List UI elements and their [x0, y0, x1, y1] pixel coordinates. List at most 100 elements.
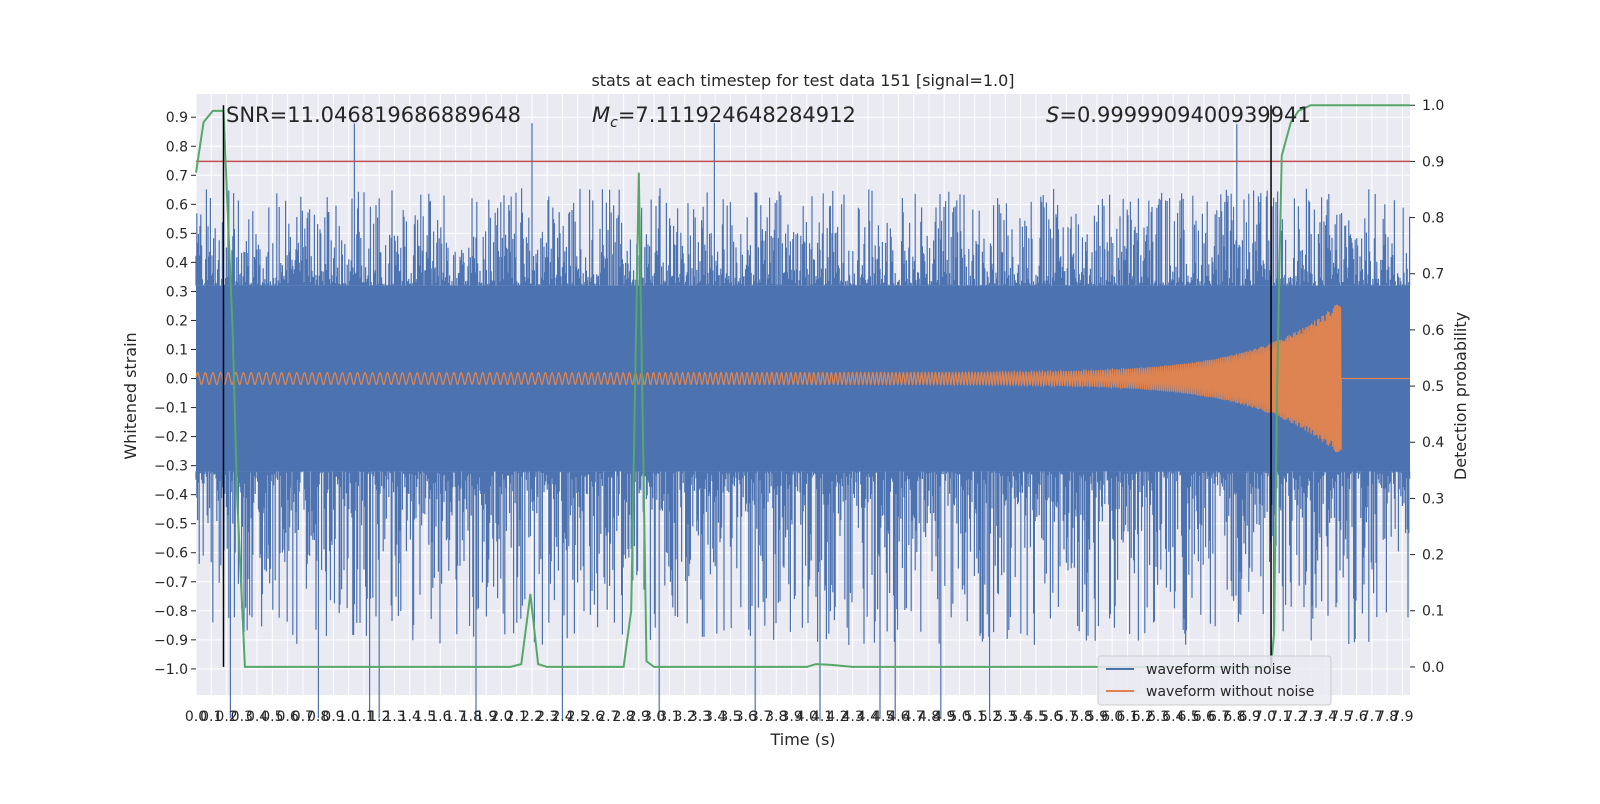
x-tick-label: 4.5	[872, 709, 894, 725]
x-tick-label: 4.8	[918, 709, 940, 725]
x-tick-label: 6.9	[1239, 709, 1261, 725]
y-tick-label: −0.9	[154, 633, 188, 649]
x-tick-label: 4.4	[857, 709, 879, 725]
x-tick-label: 5.6	[1040, 709, 1062, 725]
x-tick-label: 3.9	[780, 709, 802, 725]
x-tick-label: 4.2	[826, 709, 848, 725]
chart-title: stats at each timestep for test data 151…	[591, 71, 1014, 90]
x-tick-label: 3.7	[750, 709, 772, 725]
score-symbol: S	[1046, 103, 1059, 127]
x-tick-label: 1.0	[338, 709, 360, 725]
x-tick-label: 2.9	[628, 709, 650, 725]
x-tick-label: 0.8	[307, 709, 329, 725]
x-tick-label: 0.0	[185, 709, 207, 725]
x-tick-label: 2.2	[521, 709, 543, 725]
y2-tick-label: 0.6	[1422, 323, 1444, 339]
y2-tick-label: 0.4	[1422, 435, 1444, 451]
y-tick-label: −0.5	[154, 517, 188, 533]
x-tick-label: 3.8	[765, 709, 787, 725]
x-tick-label: 3.0	[643, 709, 665, 725]
x-tick-label: 5.4	[1009, 709, 1031, 725]
y-tick-label: 0.6	[166, 197, 188, 213]
x-tick-label: 7.4	[1315, 709, 1337, 725]
x-tick-label: 1.6	[429, 709, 451, 725]
x-tick-label: 3.4	[704, 709, 726, 725]
x-tick-label: 2.3	[536, 709, 558, 725]
y2-axis-label: Detection probability	[1451, 312, 1470, 480]
x-tick-label: 4.1	[811, 709, 833, 725]
y-axis-label: Whitened strain	[121, 332, 140, 459]
x-tick-label: 5.9	[1086, 709, 1108, 725]
x-tick-label: 7.5	[1330, 709, 1352, 725]
x-tick-label: 4.3	[841, 709, 863, 725]
y2-tick-label: 0.1	[1422, 604, 1444, 620]
y-tick-label: 0.4	[166, 255, 188, 271]
x-tick-label: 1.1	[353, 709, 375, 725]
x-tick-label: 3.1	[658, 709, 680, 725]
x-tick-label: 5.8	[1071, 709, 1093, 725]
x-tick-label: 6.6	[1193, 709, 1215, 725]
score-annotation: S=0.9999909400939941	[1046, 103, 1311, 127]
chirp-mass-annotation: Mc=7.111924648284912	[592, 103, 856, 131]
x-tick-label: 7.8	[1376, 709, 1398, 725]
x-tick-label: 5.3	[994, 709, 1016, 725]
x-tick-label: 7.7	[1361, 709, 1383, 725]
chirp-mass-subscript: c	[610, 115, 618, 131]
chirp-mass-symbol: M	[592, 103, 610, 127]
x-axis-label: Time (s)	[769, 730, 835, 749]
x-tick-label: 5.0	[948, 709, 970, 725]
y-tick-label: −0.6	[154, 546, 188, 562]
x-tick-label: 7.2	[1284, 709, 1306, 725]
x-tick-label: 1.5	[414, 709, 436, 725]
y-tick-label: −0.4	[154, 488, 188, 504]
x-tick-label: 1.8	[460, 709, 482, 725]
y2-tick-label: 0.8	[1422, 211, 1444, 227]
y-tick-label: 0.3	[166, 284, 188, 300]
x-tick-label: 0.4	[246, 709, 268, 725]
x-tick-label: 5.5	[1025, 709, 1047, 725]
y2-tick-label: 0.0	[1422, 660, 1444, 676]
legend: waveform with noise waveform without noi…	[1097, 655, 1332, 706]
x-tick-label: 3.6	[735, 709, 757, 725]
y-tick-label: −1.0	[154, 662, 188, 678]
legend-box	[1097, 655, 1332, 706]
y-tick-label: 0.7	[166, 168, 188, 184]
x-tick-label: 0.1	[200, 709, 222, 725]
tick-layer: 0.00.10.20.30.40.50.60.70.80.91.01.11.21…	[154, 98, 1444, 725]
x-tick-label: 6.2	[1132, 709, 1154, 725]
y-tick-label: 0.5	[166, 226, 188, 242]
y-tick-label: −0.7	[154, 575, 188, 591]
x-tick-label: 0.9	[322, 709, 344, 725]
legend-label-noise: waveform with noise	[1146, 662, 1291, 678]
x-tick-label: 4.9	[933, 709, 955, 725]
x-tick-label: 1.4	[399, 709, 421, 725]
y-tick-label: 0.1	[166, 342, 188, 358]
x-tick-label: 3.5	[719, 709, 741, 725]
x-tick-label: 3.3	[689, 709, 711, 725]
noise-upper-spikes	[195, 123, 1411, 286]
y-tick-label: −0.1	[154, 401, 188, 417]
y2-tick-label: 0.3	[1422, 491, 1444, 507]
x-tick-label: 6.7	[1208, 709, 1230, 725]
y-tick-label: 0.8	[166, 139, 188, 155]
x-tick-label: 4.6	[887, 709, 909, 725]
x-tick-label: 2.0	[490, 709, 512, 725]
x-tick-label: 2.1	[506, 709, 528, 725]
x-tick-label: 6.0	[1101, 709, 1123, 725]
x-tick-label: 6.5	[1177, 709, 1199, 725]
x-tick-label: 3.2	[674, 709, 696, 725]
y2-tick-label: 0.9	[1422, 154, 1444, 170]
y2-tick-label: 0.2	[1422, 548, 1444, 564]
y-tick-label: 0.9	[166, 110, 188, 126]
y-tick-label: −0.8	[154, 604, 188, 620]
x-tick-label: 0.7	[292, 709, 314, 725]
score-value: =0.9999909400939941	[1059, 103, 1310, 127]
x-tick-label: 0.6	[276, 709, 298, 725]
x-tick-label: 1.9	[475, 709, 497, 725]
x-tick-label: 7.0	[1254, 709, 1276, 725]
x-tick-label: 5.7	[1055, 709, 1077, 725]
x-tick-label: 2.7	[597, 709, 619, 725]
y-tick-label: −0.2	[154, 430, 188, 446]
x-tick-label: 1.7	[444, 709, 466, 725]
x-tick-label: 7.6	[1345, 709, 1367, 725]
